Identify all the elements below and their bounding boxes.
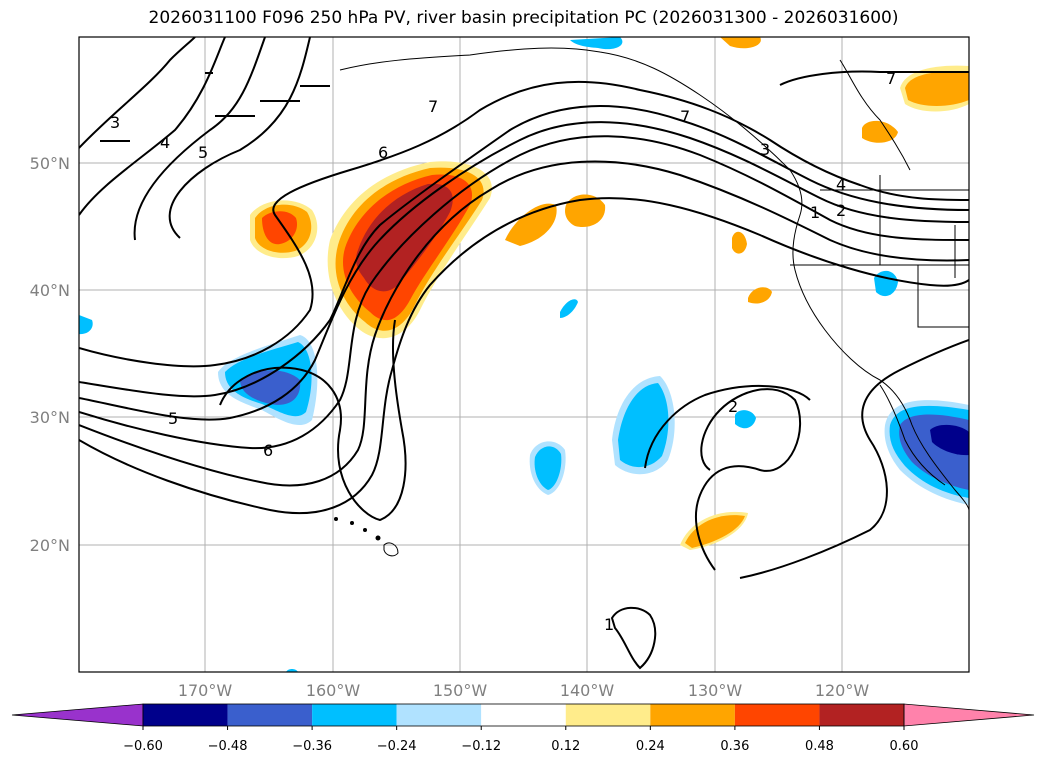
contour-label: 2 [728, 397, 738, 416]
colorbar-cell [396, 704, 482, 726]
colorbar-cell [819, 704, 904, 726]
lat-label-30n: 30°N [30, 408, 70, 427]
colorbar-cell [312, 704, 397, 726]
map-border [78, 36, 970, 673]
lon-label-140w: 140°W [560, 681, 615, 700]
contour-label: 1 [810, 203, 820, 222]
longitude-labels: 170°W 160°W 150°W 140°W 130°W 120°W [178, 681, 870, 700]
hawaii-islands [334, 517, 399, 557]
contour-label: 3 [110, 113, 120, 132]
graticule [79, 37, 969, 672]
colorbar-cell [565, 704, 651, 726]
colorbar-cell [227, 704, 313, 726]
lon-label-120w: 120°W [815, 681, 870, 700]
colorbar-tick-label: 0.36 [720, 739, 749, 754]
precip-positive-max [356, 183, 453, 292]
lat-label-20n: 20°N [30, 536, 70, 555]
map-area [79, 37, 969, 672]
map-title: 2026031100 F096 250 hPa PV, river basin … [148, 8, 899, 28]
lon-label-150w: 150°W [433, 681, 488, 700]
contour-label: 6 [378, 143, 388, 162]
colorbar-extend-low [11, 703, 144, 727]
colorbar-extend-high [903, 703, 1035, 727]
coastline [339, 47, 969, 511]
colorbar-frame [142, 703, 905, 727]
colorbar-tick-label: −0.60 [123, 739, 163, 754]
colorbar-tick-label: 0.24 [636, 739, 665, 754]
contour-label: 5 [168, 409, 178, 428]
aleutian-islands [100, 72, 330, 142]
contour-label: 3 [760, 140, 770, 159]
pv-contour-labels: 3 4 5 7 6 7 7 4 3 2 1 5 6 2 1 [110, 69, 896, 634]
contour-label: 7 [428, 97, 438, 116]
colorbar-cell [481, 704, 566, 726]
colorbar-tick-label: 0.60 [890, 739, 919, 754]
colorbar-tick-label: −0.48 [208, 739, 248, 754]
colorbar-cell [143, 704, 228, 726]
contour-label: 4 [836, 175, 846, 194]
contour-label: 6 [263, 441, 273, 460]
colorbar: −0.60 −0.48 −0.36 −0.24 −0.12 0.12 0.24 0.36 0.4… [11, 703, 1035, 754]
lat-label-50n: 50°N [30, 154, 70, 173]
colorbar-tick-label: 0.12 [551, 739, 580, 754]
latitude-labels: 50°N 40°N 30°N 20°N [30, 154, 70, 555]
lon-label-170w: 170°W [178, 681, 233, 700]
contour-label: 2 [836, 201, 846, 220]
lon-label-160w: 160°W [306, 681, 361, 700]
lat-label-40n: 40°N [30, 281, 70, 300]
pv-contours [79, 37, 969, 670]
colorbar-tick-label: −0.36 [292, 739, 332, 754]
contour-label: 5 [198, 143, 208, 162]
contour-label: 4 [160, 133, 170, 152]
contour-label: 7 [680, 107, 690, 126]
contour-label: 1 [604, 615, 614, 634]
colorbar-tick-label: 0.48 [805, 739, 834, 754]
colorbar-cell [734, 704, 820, 726]
colorbar-tick-label: −0.24 [377, 739, 417, 754]
colorbar-tick-label: −0.12 [461, 739, 501, 754]
colorbar-cell [650, 704, 735, 726]
contour-label: 7 [886, 69, 896, 88]
lon-label-130w: 130°W [688, 681, 743, 700]
